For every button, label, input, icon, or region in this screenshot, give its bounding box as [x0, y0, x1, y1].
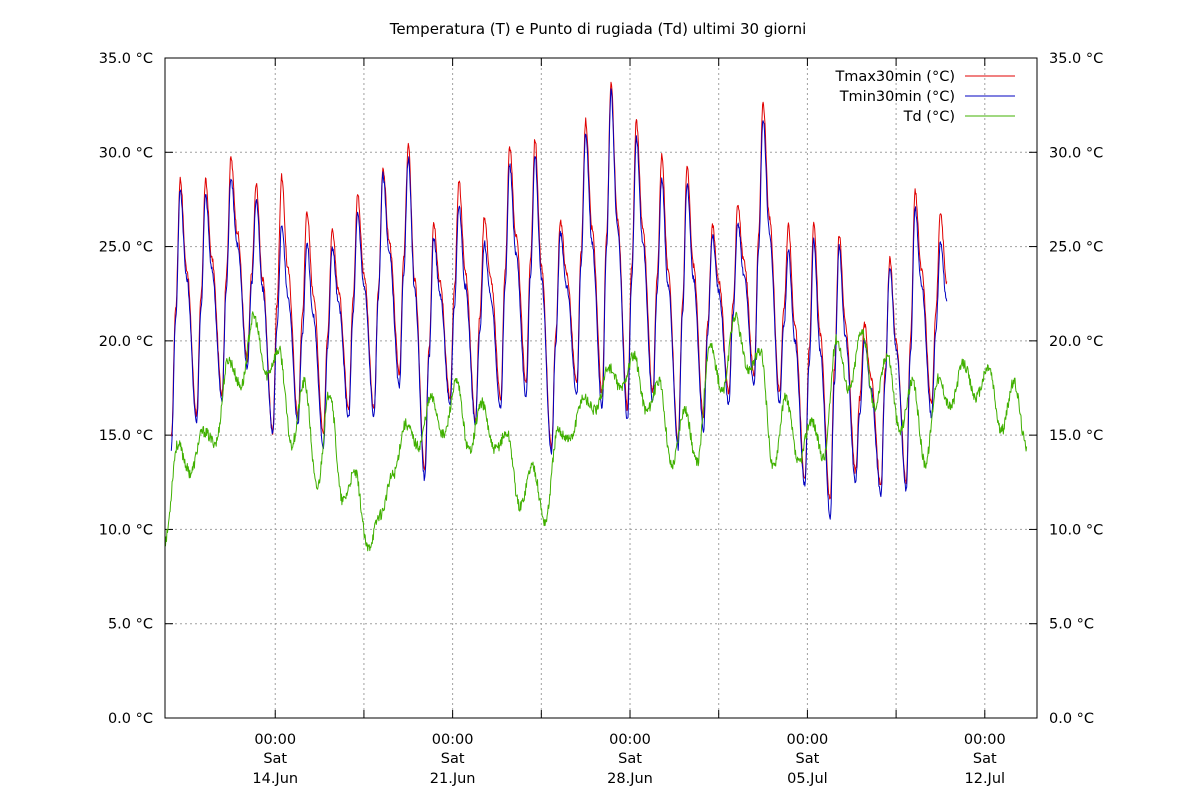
y-tick-label-left: 15.0 °C: [99, 428, 153, 444]
x-tick-label-time: 00:00: [609, 732, 651, 748]
chart-title: Temperatura (T) e Punto di rugiada (Td) …: [389, 20, 807, 38]
x-tick-label-time: 00:00: [432, 732, 474, 748]
y-tick-label-right: 30.0 °C: [1049, 145, 1103, 161]
y-tick-label-left: 10.0 °C: [99, 522, 153, 538]
series-line-1: [170, 88, 948, 520]
x-tick-label-date: 12.Jul: [965, 771, 1006, 787]
legend-label-0: Tmax30min (°C): [834, 69, 955, 85]
y-tick-label-right: 35.0 °C: [1049, 51, 1103, 67]
x-tick-label-date: 21.Jun: [430, 771, 476, 787]
y-tick-label-right: 25.0 °C: [1049, 240, 1103, 256]
x-tick-label-weekday: Sat: [263, 751, 287, 767]
legend-label-1: Tmin30min (°C): [839, 89, 955, 105]
y-tick-label-right: 10.0 °C: [1049, 522, 1103, 538]
x-tick-label-weekday: Sat: [796, 751, 820, 767]
axis-layer: 0.0 °C 0.0 °C 5.0 °C 5.0 °C 10.0 °C 10.0 °C 15…: [99, 51, 1104, 787]
x-tick-label-time: 00:00: [964, 732, 1006, 748]
y-tick-label-left: 5.0 °C: [108, 617, 153, 633]
x-tick-label-time: 00:00: [254, 732, 296, 748]
y-tick-label-left: 35.0 °C: [99, 51, 153, 67]
y-tick-label-right: 15.0 °C: [1049, 428, 1103, 444]
y-tick-label-right: 20.0 °C: [1049, 334, 1103, 350]
y-tick-label-left: 0.0 °C: [108, 711, 153, 727]
x-tick-label-time: 00:00: [787, 732, 829, 748]
x-tick-label-date: 28.Jun: [607, 771, 653, 787]
x-tick-label-weekday: Sat: [973, 751, 997, 767]
x-tick-label-date: 05.Jul: [787, 771, 828, 787]
series-line-0: [170, 81, 948, 500]
y-tick-label-right: 0.0 °C: [1049, 711, 1094, 727]
series-line-2: [164, 311, 1028, 552]
x-tick-label-weekday: Sat: [618, 751, 642, 767]
legend: Tmax30min (°C) Tmin30min (°C) Td (°C): [834, 69, 1015, 125]
legend-label-2: Td (°C): [903, 109, 955, 125]
x-tick-label-date: 14.Jun: [252, 771, 298, 787]
y-tick-label-left: 30.0 °C: [99, 145, 153, 161]
y-tick-label-right: 5.0 °C: [1049, 617, 1094, 633]
x-tick-label-weekday: Sat: [441, 751, 465, 767]
y-tick-label-left: 25.0 °C: [99, 240, 153, 256]
plot-frame: [164, 57, 1038, 719]
y-tick-label-left: 20.0 °C: [99, 334, 153, 350]
series-layer: [164, 81, 1028, 552]
